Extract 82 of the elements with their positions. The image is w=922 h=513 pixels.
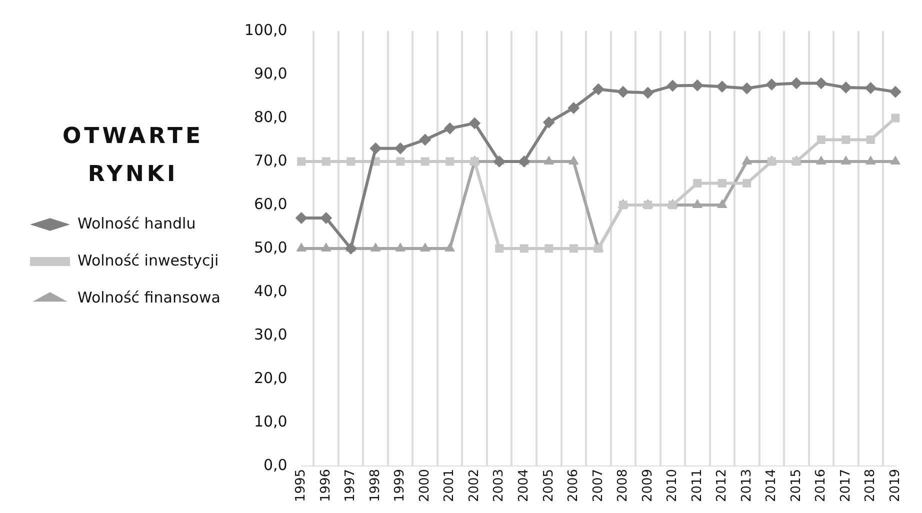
point	[718, 178, 726, 188]
x-tick-label: 2004	[516, 468, 532, 502]
point	[370, 142, 382, 154]
x-tick-label: 2006	[566, 468, 582, 502]
legend-label: Wolność inwestycji	[78, 251, 219, 270]
y-tick-label: 40,0	[254, 282, 288, 300]
y-tick-label: 30,0	[254, 325, 288, 344]
point	[518, 155, 530, 168]
x-tick-label: 2013	[739, 468, 754, 502]
x-tick-label: 2008	[616, 468, 631, 502]
y-tick-label: 70,0	[254, 151, 288, 170]
x-tick-label: 2012	[714, 468, 730, 502]
x-tick-label: 1999	[392, 468, 408, 502]
point	[396, 157, 405, 166]
point	[889, 86, 902, 98]
x-tick-label: 2015	[788, 468, 804, 502]
point	[693, 178, 702, 188]
point	[866, 135, 875, 144]
point	[716, 80, 728, 93]
x-tick-label: 2003	[492, 468, 507, 502]
point	[666, 80, 679, 92]
x-tick-label: 2009	[640, 468, 656, 502]
x-tick-label: 2007	[590, 468, 606, 502]
x-tick-label: 1998	[368, 468, 383, 502]
text: OTWARTE RYNKI	[61, 123, 204, 189]
point	[790, 77, 802, 90]
point	[542, 116, 555, 128]
y-tick-label: 50,0	[254, 238, 288, 256]
point	[568, 102, 580, 114]
point	[322, 157, 330, 166]
point	[742, 178, 752, 188]
legend-label: Wolność handlu	[78, 214, 196, 232]
point	[420, 157, 430, 166]
point	[344, 242, 357, 254]
point	[346, 157, 356, 166]
point	[495, 244, 504, 253]
point	[642, 86, 654, 99]
x-tick-label: 1995	[294, 468, 309, 502]
y-tick-label: 0,0	[264, 456, 288, 474]
point	[864, 82, 877, 94]
x-tick-label: 2000	[417, 468, 432, 502]
point	[592, 83, 604, 96]
point	[617, 86, 630, 98]
y-tick-label: 100,0	[244, 20, 288, 39]
point	[815, 77, 828, 90]
point	[295, 212, 308, 224]
x-tick-label: 2011	[690, 468, 705, 502]
x-tick-label: 1997	[343, 468, 358, 502]
x-tick-label: 2010	[665, 468, 680, 502]
y-tick-label: 60,0	[254, 194, 288, 213]
x-tick-label: 2017	[838, 468, 854, 502]
point	[740, 82, 753, 94]
point	[320, 212, 332, 224]
point	[840, 82, 852, 94]
x-tick-label: 2018	[863, 468, 878, 502]
point	[520, 244, 528, 253]
point	[891, 114, 900, 122]
point	[691, 79, 704, 92]
x-tick-label: 2001	[442, 468, 458, 502]
point	[816, 135, 826, 144]
x-tick-label: 2014	[764, 468, 780, 502]
x-tick-label: 2005	[541, 468, 556, 502]
y-tick-label: 20,0	[254, 368, 288, 387]
point	[766, 78, 778, 90]
point	[446, 157, 454, 166]
y-tick-label: 90,0	[254, 64, 288, 82]
point	[569, 244, 578, 253]
y-tick-label: 80,0	[254, 108, 288, 126]
point	[493, 155, 506, 168]
x-tick-label: 2019	[888, 468, 903, 502]
legend-label: Wolność finansowa	[78, 288, 220, 306]
x-tick-label: 2016	[814, 468, 829, 502]
point	[444, 122, 456, 134]
point	[544, 244, 554, 253]
point	[394, 142, 406, 154]
point	[419, 134, 432, 146]
point	[468, 117, 481, 130]
point	[297, 157, 306, 166]
x-tick-label: 1996	[318, 468, 334, 502]
y-tick-label: 10,0	[254, 412, 288, 430]
x-tick-label: 2002	[466, 468, 482, 502]
point	[842, 135, 850, 144]
